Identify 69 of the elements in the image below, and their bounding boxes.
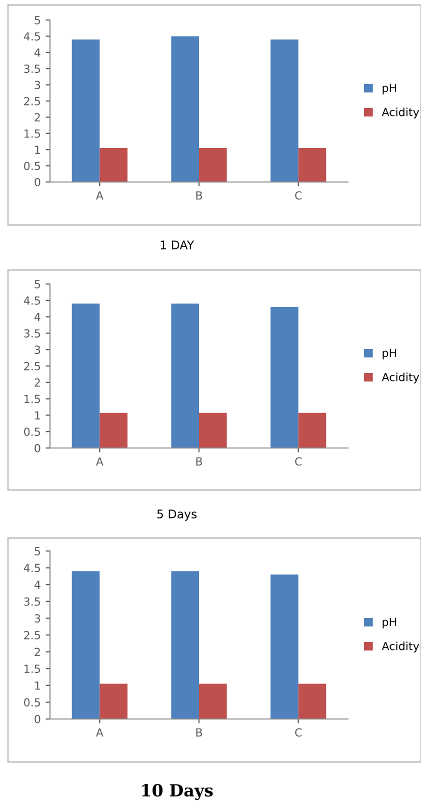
y-tick-label: 2.5: [24, 96, 40, 106]
y-tick-label: 2.5: [24, 630, 40, 640]
legend-label: pH: [382, 618, 396, 628]
y-tick-label: 3.5: [24, 597, 40, 606]
y-tick-label: 0: [34, 444, 40, 452]
bar: [298, 412, 326, 448]
legend-label: Acidity: [382, 108, 420, 118]
bar: [199, 148, 227, 182]
bar: [171, 36, 199, 182]
bar: [171, 571, 199, 719]
y-tick-label: 1.5: [24, 130, 40, 138]
bar: [72, 39, 100, 182]
y-tick-label: 0.5: [24, 428, 40, 436]
bar: [270, 306, 298, 448]
bar: [199, 412, 227, 448]
y-tick-label: 1: [35, 146, 40, 154]
y-tick-label: 3: [34, 614, 40, 623]
bar: [72, 304, 100, 448]
x-tick-label: A: [96, 191, 104, 200]
bar: [100, 148, 128, 182]
bar: [100, 684, 128, 719]
x-tick-label: A: [96, 728, 104, 736]
text: 10 Days: [142, 784, 213, 800]
x-tick-label: C: [295, 728, 302, 737]
y-tick-label: 3.5: [24, 64, 40, 73]
legend-label: pH: [382, 84, 396, 94]
y-tick-label: 2: [34, 113, 40, 122]
legend-label: Acidity: [382, 642, 420, 652]
x-tick-label: B: [196, 728, 202, 736]
y-tick-label: 3: [34, 80, 40, 90]
bar: [199, 684, 227, 719]
bar: [270, 574, 298, 719]
y-tick-label: 2.5: [24, 362, 40, 370]
x-tick-label: B: [196, 191, 202, 200]
x-tick-label: C: [295, 457, 302, 466]
y-tick-label: 5: [34, 280, 40, 288]
x-tick-label: B: [196, 457, 202, 466]
y-tick-label: 4: [34, 312, 40, 322]
legend-label: pH: [382, 348, 396, 360]
y-tick-label: 0: [34, 178, 40, 186]
bar: [298, 148, 326, 182]
y-tick-label: 2: [34, 378, 40, 387]
y-tick-label: 5: [34, 547, 40, 556]
y-tick-label: 2: [34, 648, 40, 656]
text: 5 Days: [157, 510, 197, 521]
y-tick-label: 1.5: [24, 394, 40, 404]
legend-label: Acidity: [382, 372, 420, 384]
x-tick-label: A: [96, 457, 104, 466]
y-tick-label: 3: [34, 346, 40, 354]
y-tick-label: 0.5: [24, 698, 40, 707]
y-tick-label: 4.5: [24, 32, 40, 41]
text: 1 DAY: [160, 240, 194, 250]
bar: [270, 39, 298, 182]
bar: [72, 571, 100, 719]
y-tick-label: 0: [34, 714, 40, 724]
y-tick-label: 1: [35, 411, 40, 420]
y-tick-label: 4: [34, 48, 40, 57]
bar: [171, 304, 199, 448]
y-tick-label: 1: [35, 682, 40, 690]
y-tick-label: 3.5: [24, 329, 40, 338]
y-tick-label: 1.5: [24, 664, 40, 673]
y-tick-label: 4: [34, 580, 40, 589]
y-tick-label: 5: [34, 16, 40, 24]
y-tick-label: 0.5: [24, 162, 40, 170]
bar: [298, 684, 326, 719]
y-tick-label: 4.5: [24, 564, 40, 572]
bar: [100, 412, 128, 448]
y-tick-label: 4.5: [24, 296, 40, 305]
x-tick-label: C: [295, 191, 302, 200]
